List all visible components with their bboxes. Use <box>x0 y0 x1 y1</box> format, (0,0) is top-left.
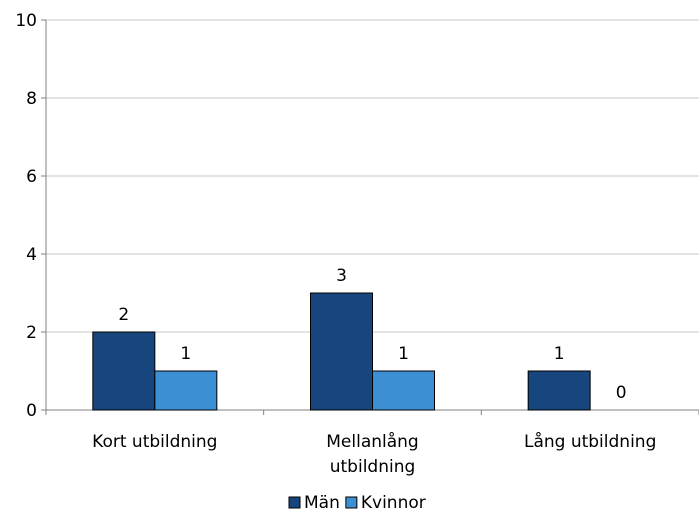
data-label: 1 <box>398 344 409 364</box>
legend-label: Män <box>304 493 340 513</box>
y-tick-label: 4 <box>26 245 37 265</box>
data-label: 1 <box>180 344 191 364</box>
gridlines <box>46 19 699 333</box>
y-tick-label: 2 <box>26 323 37 343</box>
legend-swatch <box>288 496 301 509</box>
data-label: 3 <box>336 266 347 286</box>
legend-swatch <box>345 496 358 509</box>
data-label: 1 <box>554 344 565 364</box>
data-label: 0 <box>616 383 627 403</box>
bar-man <box>92 331 156 411</box>
bar-kvinnor <box>372 370 435 411</box>
category-label: Mellanlång <box>326 431 418 452</box>
category-label: utbildning <box>330 457 416 477</box>
y-tick-label: 8 <box>26 89 37 109</box>
legend-label: Kvinnor <box>361 493 426 513</box>
bars <box>92 292 591 411</box>
bar-man <box>310 292 373 411</box>
data-label: 2 <box>118 305 129 325</box>
category-label: Kort utbildning <box>92 432 217 452</box>
category-label: Lång utbildning <box>524 431 656 452</box>
y-tick-label: 10 <box>15 11 37 31</box>
legend: Män Kvinnor <box>288 493 426 513</box>
bar-kvinnor <box>154 370 218 411</box>
y-tick-label: 0 <box>26 401 37 421</box>
bar-man <box>527 370 591 411</box>
y-tick-label: 6 <box>26 167 37 187</box>
